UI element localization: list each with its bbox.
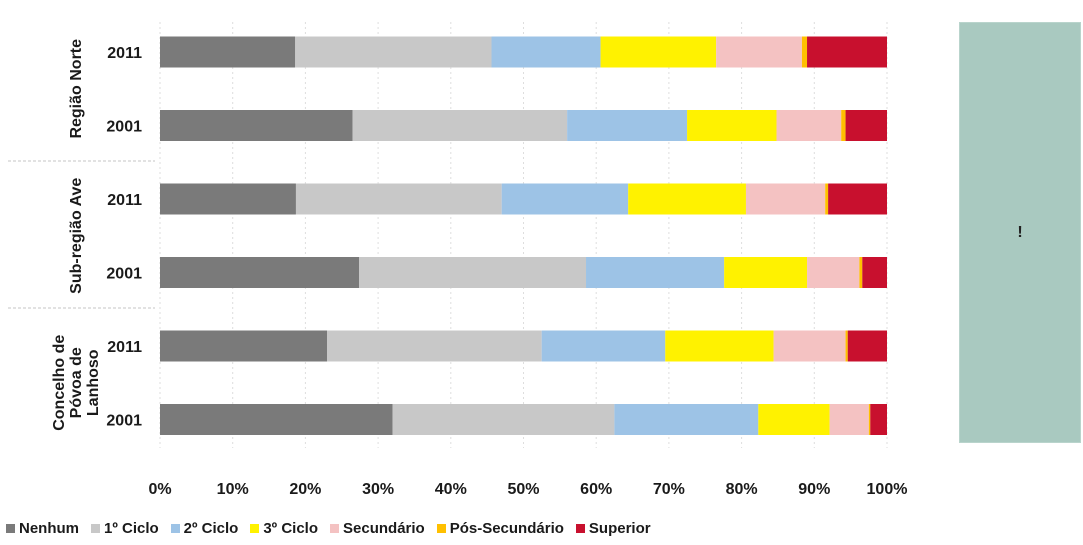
- bar-segment: [758, 404, 830, 435]
- bar-segment: [501, 183, 629, 215]
- bar-segment: [614, 404, 759, 435]
- chart-legend: Nenhum 1º Ciclo 2º Ciclo 3º Ciclo Secundário…: [6, 520, 651, 537]
- year-label: 2011: [107, 192, 142, 209]
- side-panel: !: [959, 22, 1081, 443]
- legend-label: Pós-Secundário: [449, 520, 564, 537]
- legend-swatch: [575, 524, 585, 533]
- bar-segment: [859, 257, 863, 288]
- bar-segment: [160, 404, 393, 435]
- bar-segment: [491, 36, 601, 68]
- bar-segment: [801, 36, 808, 68]
- side-panel-mark: !: [1017, 223, 1023, 241]
- x-tick-label: 20%: [289, 481, 321, 498]
- bar-segment: [862, 257, 887, 288]
- bar-segment: [825, 183, 829, 215]
- bar-segment: [160, 330, 328, 362]
- group-label: Concelho de: [51, 335, 68, 431]
- year-label: 2001: [106, 266, 142, 283]
- legend-swatch: [330, 524, 340, 533]
- x-tick-label: 0%: [148, 481, 171, 498]
- bar-segment: [807, 36, 887, 68]
- bar-segment: [724, 257, 808, 288]
- legend-swatch: [170, 524, 180, 533]
- bar-segment: [586, 257, 725, 288]
- legend-label: 3º Ciclo: [263, 520, 319, 537]
- year-label: 2001: [106, 413, 142, 430]
- bar-segment: [665, 330, 774, 362]
- bar-segment: [829, 404, 869, 435]
- group-label: Lanhoso: [85, 349, 102, 416]
- year-label: 2001: [106, 119, 142, 136]
- legend-swatch: [6, 524, 15, 533]
- bar-segment: [773, 330, 846, 362]
- bar-segment: [841, 110, 846, 141]
- bar-segment: [828, 183, 887, 215]
- bar-segment: [160, 36, 296, 68]
- x-tick-label: 40%: [435, 481, 467, 498]
- legend-swatch: [91, 524, 100, 533]
- bar-segment: [776, 110, 842, 141]
- x-tick-label: 30%: [362, 481, 394, 498]
- legend-item: Nenhum: [6, 520, 79, 537]
- legend-label: 2º Ciclo: [183, 520, 239, 537]
- legend-item: Secundário: [330, 520, 425, 537]
- legend-item: Pós-Secundário: [436, 520, 564, 537]
- legend-label: Nenhum: [19, 520, 79, 537]
- legend-swatch: [250, 524, 260, 533]
- x-tick-label: 80%: [726, 481, 758, 498]
- legend-swatch: [436, 524, 446, 533]
- legend-label: 1º Ciclo: [104, 520, 159, 537]
- year-label: 2011: [107, 45, 142, 62]
- x-tick-label: 10%: [217, 481, 249, 498]
- bar-segment: [359, 257, 587, 288]
- x-tick-label: 70%: [653, 481, 685, 498]
- bar-segment: [541, 330, 666, 362]
- bar-segment: [845, 330, 848, 362]
- stacked-bar-chart: 2011 2001 2011 2001 2011 2001 Região Norte Sub-…: [8, 22, 908, 498]
- bar-segment: [567, 110, 688, 141]
- bar-segment: [295, 183, 502, 215]
- bar-segment: [628, 183, 746, 215]
- bar-segment: [845, 110, 887, 141]
- group-label: Sub-região Ave: [68, 178, 85, 294]
- group-label: Região Norte: [68, 39, 85, 139]
- bar-segment: [600, 36, 717, 68]
- bar-segment: [160, 110, 353, 141]
- x-tick-label: 50%: [507, 481, 539, 498]
- x-tick-label: 100%: [867, 481, 908, 498]
- bar-segment: [716, 36, 802, 68]
- x-tick-label: 60%: [580, 481, 612, 498]
- bar-segment: [392, 404, 615, 435]
- bar-segment: [160, 183, 296, 215]
- legend-label: Secundário: [343, 520, 425, 537]
- legend-item: 3º Ciclo: [250, 520, 318, 537]
- legend-item: Superior: [575, 520, 651, 537]
- x-tick-label: 90%: [798, 481, 830, 498]
- bar-segment: [847, 330, 887, 362]
- year-label: 2011: [107, 339, 142, 356]
- legend-label: Superior: [588, 520, 651, 537]
- group-label: Póvoa de: [68, 347, 85, 418]
- bar-segment: [868, 404, 871, 435]
- bar-segment: [745, 183, 826, 215]
- bar-segment: [160, 257, 360, 288]
- bar-segment: [687, 110, 777, 141]
- legend-item: 2º Ciclo: [170, 520, 239, 537]
- legend-item: 1º Ciclo: [91, 520, 159, 537]
- bar-segment: [352, 110, 568, 141]
- bar-segment: [295, 36, 492, 68]
- bar-segment: [327, 330, 542, 362]
- bar-segment: [807, 257, 860, 288]
- bar-segment: [870, 404, 887, 435]
